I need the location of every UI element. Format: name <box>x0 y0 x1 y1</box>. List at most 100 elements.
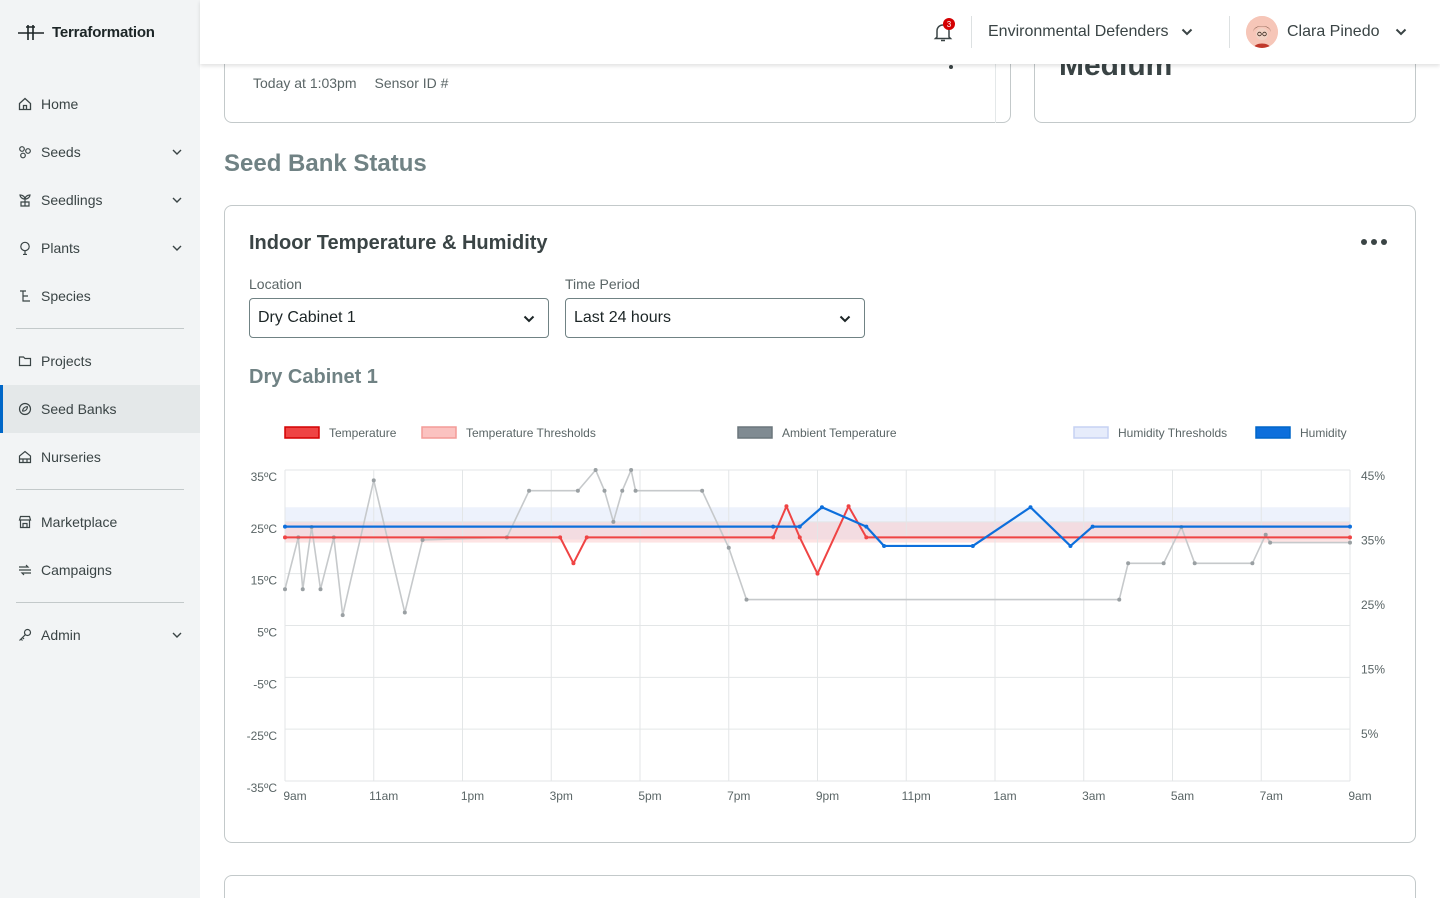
data-point <box>1126 561 1131 566</box>
legend-label: Temperature Thresholds <box>466 426 596 440</box>
x-axis-tick-label: 11pm <box>902 789 931 803</box>
data-point <box>300 587 305 592</box>
sidebar-item-campaigns[interactable]: Campaigns <box>0 546 200 594</box>
data-point <box>283 535 287 540</box>
sidebar-item-home[interactable]: Home <box>0 80 200 128</box>
data-point <box>744 597 749 602</box>
legend-label: Ambient Temperature <box>782 426 897 440</box>
y-axis-tick-label-right: 25% <box>1361 598 1385 612</box>
data-point <box>283 524 287 529</box>
chevron-down-icon <box>1395 23 1407 41</box>
data-point <box>797 535 802 540</box>
data-point <box>1192 561 1197 566</box>
data-point <box>819 505 824 510</box>
sidebar-item-plants[interactable]: Plants <box>0 224 200 272</box>
organization-selector[interactable]: Environmental Defenders <box>988 20 1193 44</box>
data-point <box>633 488 638 493</box>
user-menu[interactable]: Clara Pinedo <box>1246 16 1407 48</box>
y-axis-tick-label-left: 15ºC <box>251 574 278 588</box>
sidebar-item-label: Seed Banks <box>41 401 117 417</box>
header-separator <box>971 16 972 48</box>
x-axis-tick-label: 7pm <box>727 789 750 803</box>
sidebar-item-admin[interactable]: Admin <box>0 611 200 659</box>
data-point <box>629 468 634 472</box>
data-point <box>700 488 705 493</box>
data-point <box>402 610 407 615</box>
legend-swatch <box>737 426 773 439</box>
data-point <box>771 524 776 529</box>
data-point <box>1250 561 1255 566</box>
seeds-icon <box>17 144 33 160</box>
data-point <box>1028 505 1033 510</box>
sidebar-item-label: Home <box>41 96 79 112</box>
seedlings-icon <box>17 192 33 208</box>
data-point <box>1268 540 1273 545</box>
location-select[interactable]: Dry Cabinet 1 <box>249 298 549 338</box>
sidebar-item-species[interactable]: Species <box>0 272 200 320</box>
y-axis-tick-label-right: 15% <box>1361 663 1385 677</box>
sidebar-item-label: Seedlings <box>41 192 103 208</box>
home-icon <box>17 96 33 112</box>
sidebar-item-label: Species <box>41 288 91 304</box>
location-label: Location <box>249 276 302 292</box>
nursery-icon <box>17 449 33 465</box>
sidebar-item-seeds[interactable]: Seeds <box>0 128 200 176</box>
data-point <box>882 543 887 548</box>
sidebar-item-seed-banks[interactable]: Seed Banks <box>0 385 200 433</box>
more-dot-icon <box>1381 239 1387 245</box>
sidebar-item-label: Admin <box>41 627 81 643</box>
data-point <box>784 504 789 509</box>
legend-swatch <box>1073 426 1109 439</box>
x-axis-tick-label: 1am <box>993 789 1016 803</box>
app-logo[interactable]: Terraformation <box>18 20 155 44</box>
sidebar-divider <box>16 489 184 490</box>
terraformation-logo-icon <box>18 22 44 42</box>
next-card <box>224 875 1416 898</box>
sidebar-item-nurseries[interactable]: Nurseries <box>0 433 200 481</box>
plants-icon <box>17 240 33 256</box>
sensor-id-label: Sensor ID # <box>374 75 449 91</box>
data-point <box>571 561 576 566</box>
marketplace-icon <box>17 514 33 530</box>
more-dot-icon <box>1361 239 1367 245</box>
temperature-humidity-chart: 35ºC 25ºC 15ºC 5ºC -5ºC -25ºC -35ºC 45% 35% 25% 15… <box>247 426 1386 803</box>
data-point <box>1117 597 1122 602</box>
y-axis-tick-label-left: 25ºC <box>251 522 278 536</box>
data-point <box>527 488 532 493</box>
y-axis-tick-label-left: 5ºC <box>257 626 277 640</box>
time-period-select[interactable]: Last 24 hours <box>565 298 865 338</box>
legend-swatch <box>421 426 457 439</box>
sidebar-item-label: Marketplace <box>41 514 118 530</box>
x-axis-tick-label: 9pm <box>816 789 839 803</box>
location-value: Dry Cabinet 1 <box>258 309 356 326</box>
scrollbar[interactable] <box>995 31 996 123</box>
sidebar-item-label: Nurseries <box>41 449 101 465</box>
x-axis-tick-label: 9am <box>283 789 306 803</box>
time-period-value: Last 24 hours <box>574 309 671 326</box>
data-point <box>797 524 802 529</box>
y-axis-tick-label-right: 45% <box>1361 469 1385 483</box>
data-point <box>1090 524 1095 529</box>
app-name: Terraformation <box>52 23 155 41</box>
data-point <box>864 524 869 529</box>
campaigns-icon <box>17 562 33 578</box>
sidebar-item-marketplace[interactable]: Marketplace <box>0 498 200 546</box>
card-title: Indoor Temperature & Humidity <box>249 232 548 254</box>
legend-label: Temperature <box>329 426 397 440</box>
more-options-button[interactable] <box>1361 234 1391 250</box>
avatar <box>1246 16 1278 48</box>
data-point <box>318 587 323 592</box>
legend-swatch <box>1255 426 1291 439</box>
y-axis-tick-label-left: 35ºC <box>251 470 278 484</box>
sidebar-item-projects[interactable]: Projects <box>0 337 200 385</box>
key-icon <box>17 627 33 643</box>
x-axis-tick-label: 11am <box>369 789 398 803</box>
species-icon <box>17 288 33 304</box>
data-point <box>1263 532 1268 537</box>
data-point <box>771 535 776 540</box>
chevron-down-icon <box>1181 23 1193 41</box>
data-point <box>1348 524 1352 529</box>
temperature-humidity-card: Indoor Temperature & Humidity Location D… <box>224 205 1416 843</box>
sidebar-item-seedlings[interactable]: Seedlings <box>0 176 200 224</box>
data-point <box>611 519 616 524</box>
